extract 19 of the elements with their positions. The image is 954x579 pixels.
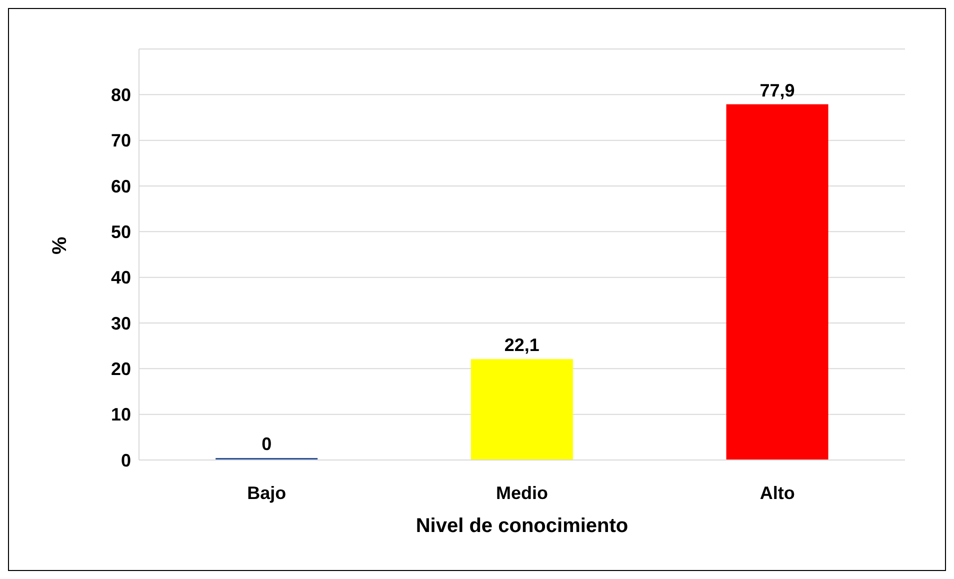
y-tick-label: 80 — [110, 85, 131, 106]
bar — [470, 359, 573, 460]
y-tick-label: 10 — [110, 404, 131, 425]
data-label: 77,9 — [760, 80, 795, 100]
y-tick-label: 20 — [110, 359, 131, 380]
y-axis-title: % — [49, 236, 72, 254]
data-label: 22,1 — [504, 335, 540, 356]
x-axis-title: Nivel de conocimiento — [416, 515, 628, 537]
y-tick-label: 0 — [120, 450, 131, 470]
y-tick-label: 60 — [110, 176, 131, 196]
x-tick-label: Medio — [496, 482, 548, 503]
y-tick-label: 40 — [110, 268, 131, 288]
x-tick-label: Alto — [760, 482, 795, 503]
y-tick-label: 30 — [110, 313, 131, 334]
bar — [726, 104, 828, 460]
x-tick-label: Bajo — [247, 482, 286, 503]
y-tick-label: 50 — [110, 222, 131, 242]
y-tick-label: 70 — [110, 130, 131, 151]
data-label: 0 — [262, 434, 272, 454]
